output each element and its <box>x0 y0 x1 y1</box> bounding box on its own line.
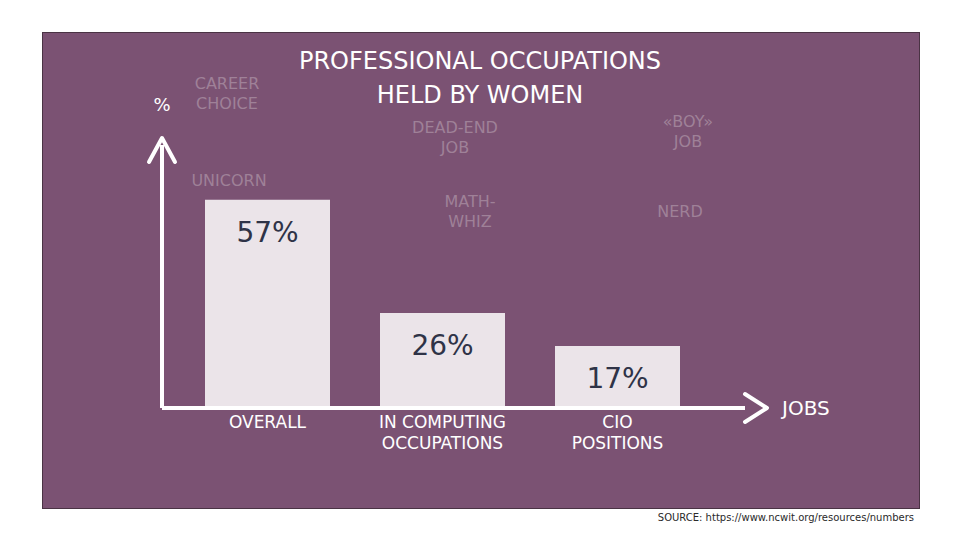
html-text:MATH-WHIZ: MATH-WHIZ <box>444 192 496 231</box>
svg-text:57%: 57% <box>236 216 298 249</box>
svg-text:26%: 26% <box>411 329 473 362</box>
svg-text:OVERALL: OVERALL <box>229 412 307 432</box>
html-text:CAREER CHOICE: CAREER CHOICE <box>194 74 260 113</box>
svg-text:IN COMPUTINGOCCUPATIONS: IN COMPUTINGOCCUPATIONS <box>379 412 506 453</box>
html-text:«BOY» JOB: «BOY» JOB <box>662 112 714 151</box>
html-text:SOURCE: https://www.ncwit.org/: SOURCE: https://www.ncwit.org/resources/… <box>657 512 914 523</box>
svg-text:17%: 17% <box>586 362 648 395</box>
svg-text:CIOPOSITIONS: CIOPOSITIONS <box>572 412 664 453</box>
html-text:NERD: NERD <box>657 202 703 221</box>
html-text:PROFESSIONAL OCCUPATIONS HELD: PROFESSIONAL OCCUPATIONS HELD BY WOMEN <box>298 47 661 109</box>
html-text:DEAD-END JOB: DEAD-END JOB <box>412 118 498 157</box>
html-text:UNICORN: UNICORN <box>191 171 267 190</box>
html-text:JOBS: JOBS <box>782 396 830 420</box>
